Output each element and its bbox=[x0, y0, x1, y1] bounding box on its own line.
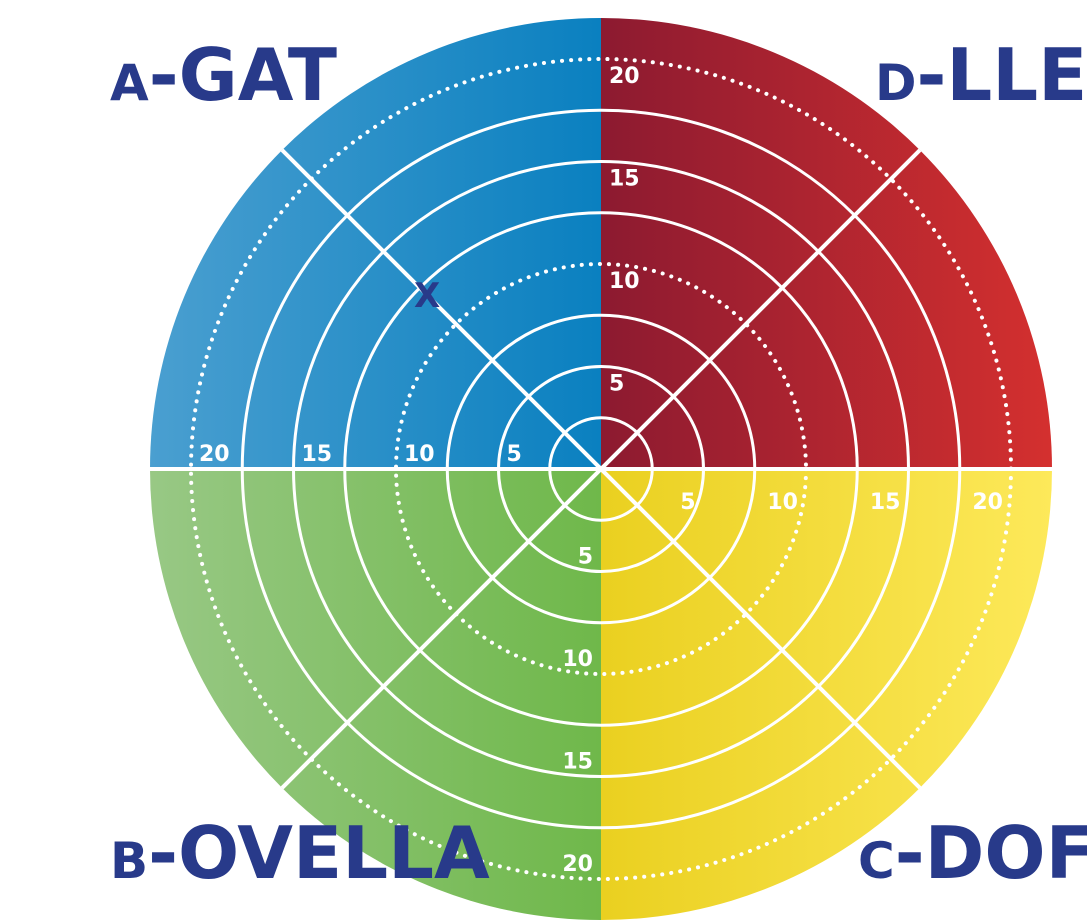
axis-scale-label: 10 bbox=[562, 647, 593, 672]
quadrant-dash-c: - bbox=[895, 811, 925, 895]
axis-scale-label: 5 bbox=[609, 372, 624, 397]
axis-scale-label: 5 bbox=[507, 442, 522, 467]
axis-scale-label: 15 bbox=[609, 167, 640, 192]
axis-scale-label: 10 bbox=[609, 269, 640, 294]
axis-scale-label: 20 bbox=[562, 852, 593, 877]
quadrant-label-d: D-LLEÓ bbox=[875, 33, 1087, 117]
axis-scale-label: 20 bbox=[609, 64, 640, 89]
score-marker: X bbox=[414, 276, 440, 316]
axis-scale-label: 15 bbox=[870, 490, 901, 515]
quadrant-name-c: DOFÍ bbox=[925, 811, 1087, 895]
quadrant-letter-b: B bbox=[110, 832, 148, 890]
quadrant-letter-d: D bbox=[875, 54, 917, 112]
axis-scale-label: 20 bbox=[972, 490, 1003, 515]
axis-scale-label: 20 bbox=[199, 442, 230, 467]
quadrant-label-a: A-GAT bbox=[110, 33, 337, 117]
quadrant-dash-d: - bbox=[917, 33, 947, 117]
quadrant-dash-a: - bbox=[149, 33, 179, 117]
quadrant-letter-c: C bbox=[858, 832, 895, 890]
quadrant-letter-a: A bbox=[110, 54, 149, 112]
quadrant-name-d: LLEÓ bbox=[946, 33, 1087, 117]
axis-scale-label: 10 bbox=[404, 442, 435, 467]
axis-scale-label: 15 bbox=[562, 750, 593, 775]
quadrant-dash-b: - bbox=[148, 811, 178, 895]
quadrant-label-b: B-OVELLA bbox=[110, 811, 490, 895]
quadrant-name-b: OVELLA bbox=[178, 811, 490, 895]
axis-scale-label: 15 bbox=[302, 442, 333, 467]
axis-scale-label: 5 bbox=[578, 545, 593, 570]
axis-scale-label: 5 bbox=[680, 490, 695, 515]
quadrant-label-c: C-DOFÍ bbox=[858, 811, 1087, 895]
quadrant-name-a: GAT bbox=[179, 33, 337, 117]
diagonal-spoke bbox=[280, 148, 922, 790]
axis-scale-label: 10 bbox=[767, 490, 798, 515]
